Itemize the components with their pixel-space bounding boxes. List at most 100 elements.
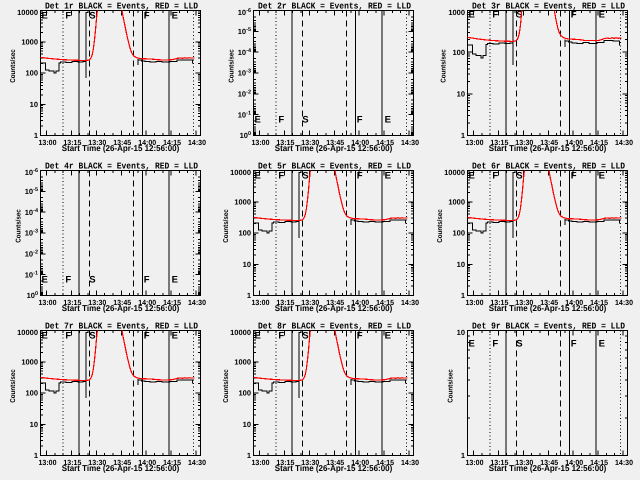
svg-text:10-1: 10-1	[25, 270, 38, 279]
svg-text:13:00: 13:00	[39, 298, 57, 307]
svg-text:13:45: 13:45	[326, 458, 344, 467]
svg-text:14:15: 14:15	[590, 298, 608, 307]
svg-text:10-2: 10-2	[238, 89, 251, 98]
svg-text:E: E	[255, 331, 261, 342]
svg-text:14:00: 14:00	[351, 298, 369, 307]
svg-text:Det 4r BLACK = Events, RED = L: Det 4r BLACK = Events, RED = LLD	[45, 161, 199, 171]
svg-text:14:00: 14:00	[565, 458, 583, 467]
svg-text:Det 9r BLACK = Events, RED = L: Det 9r BLACK = Events, RED = LLD	[472, 321, 626, 331]
svg-text:13:00: 13:00	[466, 138, 484, 147]
svg-text:10-2: 10-2	[25, 249, 38, 258]
svg-text:1: 1	[461, 451, 465, 460]
svg-text:10: 10	[30, 100, 38, 109]
svg-text:10000: 10000	[17, 328, 38, 337]
svg-text:Counts/sec: Counts/sec	[228, 49, 236, 83]
svg-text:F: F	[144, 275, 150, 286]
svg-text:13:15: 13:15	[276, 458, 294, 467]
svg-text:E: E	[385, 171, 391, 182]
svg-text:S: S	[302, 171, 308, 182]
svg-text:1: 1	[34, 131, 38, 140]
svg-text:14:15: 14:15	[590, 138, 608, 147]
svg-text:13:30: 13:30	[88, 458, 106, 467]
svg-text:13:30: 13:30	[88, 298, 106, 307]
svg-text:Counts/sec: Counts/sec	[9, 369, 17, 403]
svg-text:F: F	[65, 275, 71, 286]
svg-text:13:45: 13:45	[326, 138, 344, 147]
svg-text:1000: 1000	[21, 357, 38, 366]
svg-text:14:15: 14:15	[163, 458, 181, 467]
svg-text:Det 7r BLACK = Events, RED = L: Det 7r BLACK = Events, RED = LLD	[45, 321, 199, 331]
svg-text:10: 10	[457, 328, 465, 337]
svg-text:1000: 1000	[448, 197, 465, 206]
svg-text:10-6: 10-6	[238, 8, 251, 17]
svg-text:Start Time (26-Apr-15 12:56:00: Start Time (26-Apr-15 12:56:00)	[62, 143, 180, 153]
svg-text:14:00: 14:00	[565, 138, 583, 147]
svg-text:S: S	[89, 331, 95, 342]
svg-text:F: F	[65, 11, 71, 22]
svg-text:S: S	[302, 331, 308, 342]
svg-text:13:00: 13:00	[466, 458, 484, 467]
svg-text:14:15: 14:15	[376, 138, 394, 147]
svg-text:14:15: 14:15	[376, 298, 394, 307]
svg-text:13:45: 13:45	[540, 138, 558, 147]
svg-text:13:00: 13:00	[39, 458, 57, 467]
svg-text:14:30: 14:30	[188, 458, 206, 467]
svg-text:10-4: 10-4	[25, 208, 39, 217]
svg-text:10: 10	[457, 89, 465, 98]
svg-text:100: 100	[27, 291, 38, 300]
svg-text:F: F	[65, 331, 71, 342]
svg-text:100: 100	[238, 389, 251, 398]
svg-text:13:30: 13:30	[515, 298, 533, 307]
svg-text:13:15: 13:15	[276, 138, 294, 147]
svg-text:S: S	[516, 10, 522, 21]
svg-text:10: 10	[30, 420, 38, 429]
svg-text:F: F	[492, 339, 498, 350]
svg-text:14:15: 14:15	[163, 298, 181, 307]
svg-text:14:15: 14:15	[163, 138, 181, 147]
svg-text:S: S	[516, 339, 522, 350]
svg-text:F: F	[492, 10, 498, 21]
svg-text:13:30: 13:30	[301, 138, 319, 147]
svg-text:13:15: 13:15	[490, 138, 508, 147]
svg-text:E: E	[385, 115, 391, 126]
svg-text:F: F	[357, 171, 363, 182]
svg-text:10000: 10000	[230, 168, 251, 177]
svg-text:F: F	[357, 115, 363, 126]
svg-text:E: E	[469, 171, 475, 182]
svg-text:E: E	[469, 339, 475, 350]
svg-text:100: 100	[25, 389, 38, 398]
svg-text:10-5: 10-5	[238, 27, 251, 36]
svg-text:100: 100	[452, 229, 465, 238]
svg-text:13:45: 13:45	[326, 298, 344, 307]
svg-text:14:00: 14:00	[138, 298, 156, 307]
svg-text:Counts/sec: Counts/sec	[9, 49, 17, 83]
svg-text:13:15: 13:15	[63, 458, 81, 467]
svg-text:F: F	[571, 339, 577, 350]
svg-text:E: E	[469, 10, 475, 21]
svg-text:F: F	[357, 331, 363, 342]
svg-text:13:45: 13:45	[113, 138, 131, 147]
svg-text:13:15: 13:15	[63, 138, 81, 147]
svg-text:100: 100	[452, 48, 465, 57]
svg-text:10-3: 10-3	[238, 69, 251, 78]
svg-text:Det 5r BLACK = Events, RED = L: Det 5r BLACK = Events, RED = LLD	[258, 161, 412, 171]
svg-text:14:30: 14:30	[615, 458, 633, 467]
svg-text:14:30: 14:30	[615, 298, 633, 307]
svg-text:13:30: 13:30	[301, 458, 319, 467]
svg-text:10000: 10000	[17, 8, 38, 17]
svg-text:10: 10	[457, 260, 465, 269]
svg-text:14:00: 14:00	[138, 458, 156, 467]
svg-text:10-4: 10-4	[238, 48, 252, 57]
svg-text:13:30: 13:30	[515, 138, 533, 147]
svg-text:E: E	[599, 171, 605, 182]
svg-text:Counts/sec: Counts/sec	[447, 369, 455, 403]
svg-text:Det 3r BLACK = Events, RED = L: Det 3r BLACK = Events, RED = LLD	[472, 1, 626, 11]
svg-text:E: E	[255, 115, 261, 126]
svg-text:Start Time (26-Apr-15 12:56:00: Start Time (26-Apr-15 12:56:00)	[489, 303, 607, 313]
svg-text:13:15: 13:15	[276, 298, 294, 307]
svg-text:Start Time (26-Apr-15 12:56:00: Start Time (26-Apr-15 12:56:00)	[489, 463, 607, 473]
svg-text:10-6: 10-6	[25, 168, 38, 177]
svg-text:E: E	[42, 275, 48, 286]
svg-text:10: 10	[243, 260, 251, 269]
svg-text:Start Time (26-Apr-15 12:56:00: Start Time (26-Apr-15 12:56:00)	[275, 463, 393, 473]
